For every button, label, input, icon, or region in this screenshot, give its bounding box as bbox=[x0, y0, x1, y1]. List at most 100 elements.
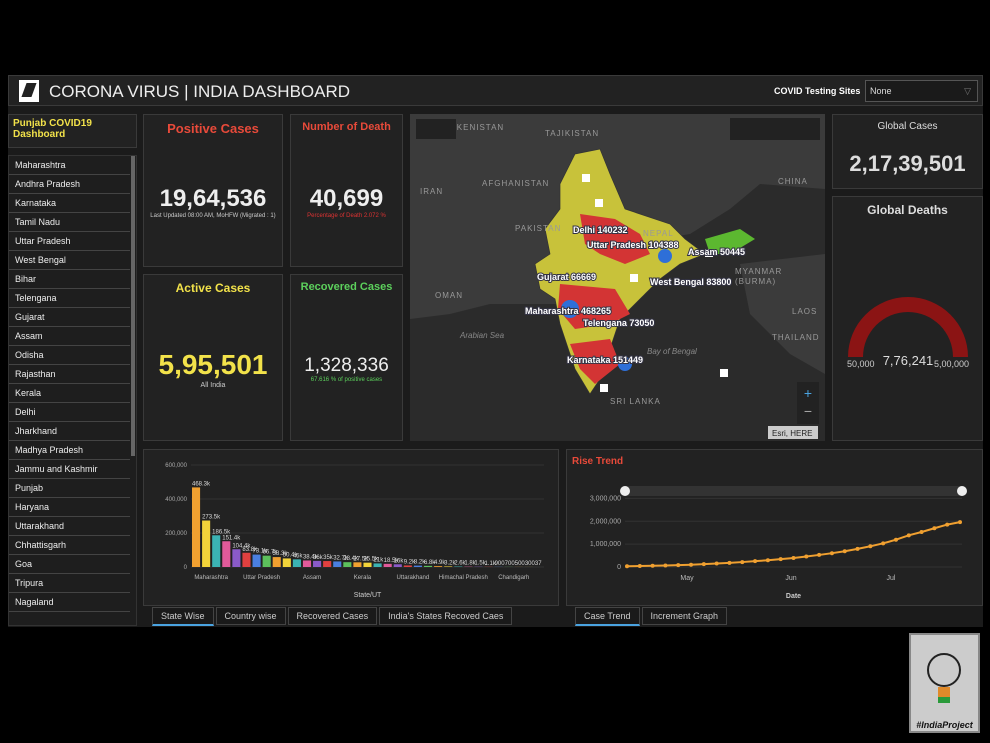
state-item[interactable]: Goa bbox=[9, 555, 130, 574]
map-tool[interactable] bbox=[416, 119, 456, 139]
state-item[interactable]: Madhya Pradesh bbox=[9, 441, 130, 460]
testing-value: None bbox=[870, 86, 892, 96]
state-item[interactable]: Rajasthan bbox=[9, 365, 130, 384]
state-list: Maharashtra Andhra Pradesh Karnataka Tamil … bbox=[8, 155, 137, 626]
state-item[interactable]: Maharashtra bbox=[9, 156, 130, 175]
value-label: 16k bbox=[394, 558, 405, 564]
state-item[interactable]: Uttar Pradesh bbox=[9, 232, 130, 251]
value-label: 45k bbox=[293, 553, 304, 559]
state-item[interactable]: Kerala bbox=[9, 384, 130, 403]
map-credit: Esri, HERE bbox=[772, 429, 812, 438]
y-tick-label: 400,000 bbox=[165, 497, 187, 503]
gauge-arc bbox=[848, 297, 968, 357]
point bbox=[868, 544, 873, 549]
value-label: 83.8k bbox=[242, 547, 258, 553]
state-item[interactable]: West Bengal bbox=[9, 251, 130, 270]
y-tick-label: 0 bbox=[184, 565, 188, 571]
value-label: 1.5k bbox=[474, 561, 486, 567]
x-axis-label: State/UT bbox=[354, 592, 382, 599]
point bbox=[906, 533, 911, 538]
x-tick-label: Assam bbox=[303, 575, 321, 581]
value-label: 66.7k bbox=[263, 550, 279, 556]
tabs: State Wise Country wise Recovered Cases Ind… bbox=[152, 606, 514, 626]
state-item[interactable]: Assam bbox=[9, 327, 130, 346]
value-label: 9.2k bbox=[404, 559, 416, 565]
value-label: 28.4k bbox=[343, 556, 359, 562]
card-value: 5,95,501 bbox=[158, 349, 268, 380]
tab[interactable]: Country wise bbox=[215, 607, 286, 625]
card-title: Recovered Cases bbox=[300, 281, 393, 293]
state-item[interactable]: Andhra Pradesh bbox=[9, 175, 130, 194]
point bbox=[753, 559, 758, 564]
state-item[interactable]: Telengana bbox=[9, 289, 130, 308]
state-item[interactable]: Gujarat bbox=[9, 308, 130, 327]
point bbox=[727, 560, 732, 565]
zoom-in[interactable]: + bbox=[804, 385, 812, 401]
slider-handle[interactable] bbox=[957, 486, 967, 496]
point bbox=[932, 526, 937, 531]
x-tick-label: Maharashtra bbox=[194, 575, 228, 581]
x-axis-label: Date bbox=[786, 593, 801, 600]
state-item[interactable]: Nagaland bbox=[9, 593, 130, 612]
bar bbox=[272, 557, 281, 567]
bar bbox=[232, 549, 241, 567]
value-label: 500 bbox=[515, 561, 526, 567]
state-item[interactable]: Odisha bbox=[9, 346, 130, 365]
point bbox=[855, 546, 860, 551]
bar bbox=[323, 561, 332, 567]
value-label: 25.5k bbox=[363, 557, 379, 563]
state-item[interactable]: Punjab bbox=[9, 479, 130, 498]
slider-handle[interactable] bbox=[620, 486, 630, 496]
point bbox=[650, 563, 655, 568]
state-item[interactable]: Bihar bbox=[9, 270, 130, 289]
state-item[interactable]: Jammu and Kashmir bbox=[9, 460, 130, 479]
state-item[interactable]: Tamil Nadu bbox=[9, 213, 130, 232]
state-item[interactable]: Chhattisgarh bbox=[9, 536, 130, 555]
card-positive: Positive Cases 19,64,536 Last Updated 08… bbox=[143, 114, 283, 267]
zoom-out[interactable]: − bbox=[804, 403, 812, 419]
point bbox=[791, 555, 796, 560]
state-item[interactable]: Jharkhand bbox=[9, 422, 130, 441]
tab[interactable]: India's States Recoved Caes bbox=[379, 607, 513, 625]
country-label: SRI LANKA bbox=[610, 397, 661, 406]
tab[interactable]: State Wise bbox=[152, 607, 214, 626]
sidebar-title: Punjab COVID19 Dashboard bbox=[8, 114, 137, 148]
point bbox=[765, 558, 770, 563]
value-label: 1.1k bbox=[484, 561, 496, 567]
region bbox=[705, 229, 755, 254]
point bbox=[637, 564, 642, 569]
header: CORONA VIRUS | INDIA DASHBOARD COVID Tes… bbox=[8, 75, 983, 106]
y-tick-label: 1,000,000 bbox=[590, 541, 621, 548]
gauge: 50,000 7,76,241 5,00,000 bbox=[847, 297, 969, 369]
state-item[interactable]: Haryana bbox=[9, 498, 130, 517]
region bbox=[558, 284, 630, 329]
tab[interactable]: Case Trend bbox=[575, 607, 640, 626]
state-item[interactable]: Karnataka bbox=[9, 194, 130, 213]
value-label: 186.5k bbox=[212, 529, 231, 535]
state-item[interactable]: Uttarakhand bbox=[9, 517, 130, 536]
x-tick-label: Uttarakhand bbox=[397, 575, 430, 581]
x-tick-label: Kerala bbox=[354, 575, 372, 581]
country-label: THAILAND bbox=[772, 333, 820, 342]
x-tick-label: Himachal Pradesh bbox=[439, 575, 488, 581]
bar bbox=[423, 565, 433, 567]
bar bbox=[262, 555, 271, 567]
value-label: 468.3k bbox=[192, 481, 211, 487]
gauge-min: 50,000 bbox=[847, 359, 875, 369]
card-value: 19,64,536 bbox=[159, 185, 267, 212]
bar bbox=[353, 562, 362, 567]
tab[interactable]: Increment Graph bbox=[641, 607, 728, 625]
zoom-control[interactable] bbox=[797, 382, 819, 424]
testing-select[interactable]: None ▽ bbox=[865, 80, 978, 102]
state-item[interactable]: Tripura bbox=[9, 574, 130, 593]
card-value: 2,17,39,501 bbox=[849, 151, 966, 176]
value-label: 3.2k bbox=[444, 560, 456, 566]
map-toolbar[interactable] bbox=[730, 118, 820, 140]
bar-chart: 0 200,000 400,000 600,000 468.3k Maharashtra 2… bbox=[165, 463, 544, 599]
state-item[interactable]: Delhi bbox=[9, 403, 130, 422]
card-note: Percentage of Death 2.072 % bbox=[307, 213, 386, 219]
value-label: 4.9k bbox=[434, 560, 446, 566]
y-tick-label: 600,000 bbox=[165, 463, 187, 469]
tab[interactable]: Recovered Cases bbox=[287, 607, 378, 625]
value-label: 58.3k bbox=[273, 551, 289, 557]
